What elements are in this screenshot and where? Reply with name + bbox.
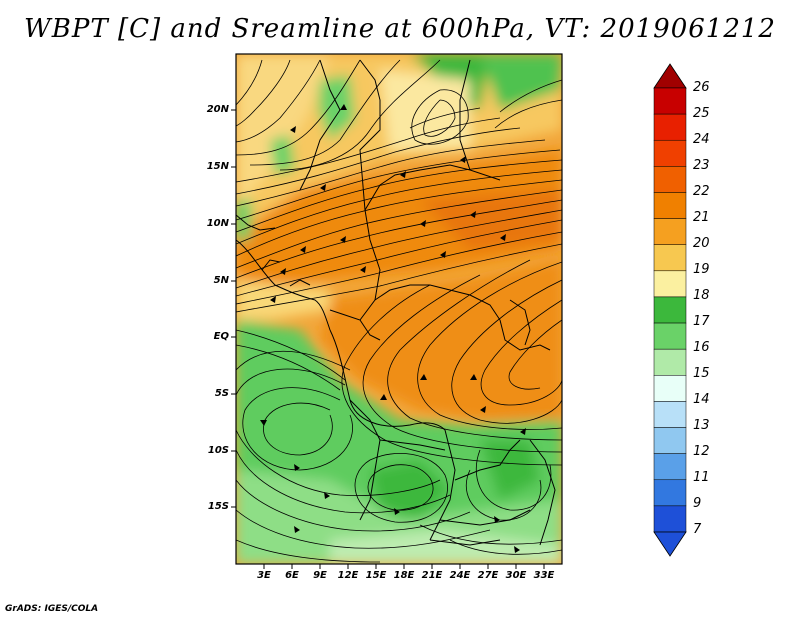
colorbar-label-24: 24 bbox=[693, 132, 710, 147]
axis-ticks bbox=[231, 109, 545, 569]
lat-label-10s: 10S bbox=[207, 445, 229, 456]
colorbar-cell bbox=[653, 401, 687, 428]
colorbar-label-14: 14 bbox=[693, 392, 710, 407]
lon-label-30e: 30E bbox=[505, 570, 527, 581]
colorbar-label-21: 21 bbox=[693, 210, 710, 225]
colorbar-cell bbox=[653, 348, 687, 376]
colorbar-cell bbox=[653, 166, 687, 193]
colorbar-label-12: 12 bbox=[693, 444, 710, 459]
colorbar-cell bbox=[653, 427, 687, 454]
colorbar-label-9: 9 bbox=[693, 496, 702, 511]
colorbar-bottom-triangle bbox=[653, 531, 687, 557]
grads-credit: GrADS: IGES/COLA bbox=[5, 604, 99, 614]
streamlines bbox=[236, 59, 562, 563]
lon-label-6e: 6E bbox=[285, 570, 299, 581]
lon-label-18e: 18E bbox=[393, 570, 415, 581]
colorbar-label-18: 18 bbox=[693, 288, 710, 303]
colorbar-label-11: 11 bbox=[693, 470, 710, 485]
lon-label-27e: 27E bbox=[477, 570, 499, 581]
lon-label-24e: 24E bbox=[449, 570, 471, 581]
lon-label-21e: 21E bbox=[421, 570, 443, 581]
colorbar-cell bbox=[653, 192, 687, 219]
lon-label-9e: 9E bbox=[313, 570, 327, 581]
colorbar-cell bbox=[653, 375, 687, 402]
colorbar-label-13: 13 bbox=[693, 418, 710, 433]
lat-label-eq: EQ bbox=[213, 331, 229, 342]
country-borders bbox=[236, 59, 556, 546]
colorbar-cell bbox=[653, 505, 687, 533]
colorbar-label-17: 17 bbox=[693, 314, 710, 329]
colorbar-top-triangle bbox=[653, 63, 687, 89]
lat-label-15n: 15N bbox=[206, 161, 229, 172]
streamline-arrows bbox=[260, 104, 526, 553]
colorbar-label-7: 7 bbox=[693, 522, 702, 537]
map-title: WBPT [C] and Sreamline at 600hPa, VT: 20… bbox=[24, 14, 776, 44]
map-frame bbox=[235, 53, 563, 565]
colorbar-cell bbox=[653, 270, 687, 298]
lat-label-5s: 5S bbox=[214, 388, 229, 399]
colorbar-cell bbox=[653, 87, 687, 115]
colorbar-cell bbox=[653, 113, 687, 141]
colorbar-cell bbox=[653, 479, 687, 507]
lon-label-15e: 15E bbox=[365, 570, 387, 581]
colorbar-label-25: 25 bbox=[693, 106, 710, 121]
colorbar-cell bbox=[653, 453, 687, 481]
colorbar-cell bbox=[653, 244, 687, 272]
colorbar-cell bbox=[653, 139, 687, 167]
colorbar bbox=[653, 63, 687, 557]
lon-label-3e: 3E bbox=[257, 570, 271, 581]
colorbar-label-16: 16 bbox=[693, 340, 710, 355]
lon-label-12e: 12E bbox=[337, 570, 359, 581]
colorbar-cell bbox=[653, 218, 687, 245]
colorbar-label-23: 23 bbox=[693, 158, 710, 173]
lat-label-10n: 10N bbox=[206, 218, 229, 229]
lon-label-33e: 33E bbox=[533, 570, 555, 581]
lat-label-5n: 5N bbox=[213, 275, 229, 286]
colorbar-label-22: 22 bbox=[693, 184, 710, 199]
colorbar-label-19: 19 bbox=[693, 262, 710, 277]
colorbar-cell bbox=[653, 322, 687, 350]
colorbar-label-26: 26 bbox=[693, 80, 710, 95]
colorbar-cell bbox=[653, 296, 687, 324]
lat-label-15s: 15S bbox=[207, 501, 229, 512]
colorbar-label-15: 15 bbox=[693, 366, 710, 381]
lat-label-20n: 20N bbox=[206, 104, 229, 115]
colorbar-label-20: 20 bbox=[693, 236, 710, 251]
